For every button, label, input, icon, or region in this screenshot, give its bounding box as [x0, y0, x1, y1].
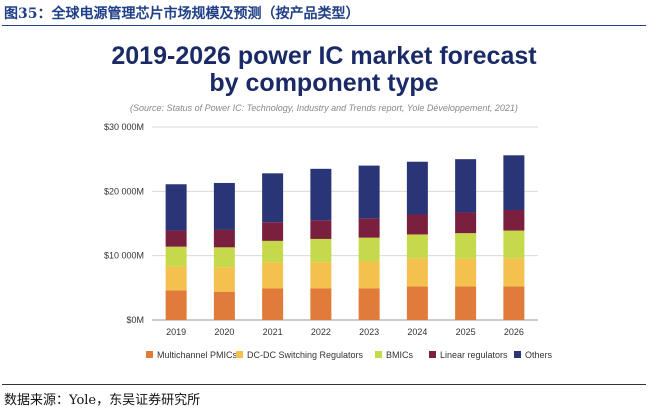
bar-segment — [406, 234, 428, 259]
y-tick-label: $30 000M — [104, 122, 144, 132]
bars-layer — [165, 155, 525, 320]
axis-layer: $0M $10 000M $20 000M $30 000M 2019 2020 2021 2… — [104, 122, 524, 337]
bar-segment — [213, 247, 235, 268]
bar-segment — [455, 286, 477, 320]
bar-segment — [262, 240, 284, 263]
bar-segment — [358, 261, 380, 289]
source-rule — [2, 384, 646, 385]
figure-caption: 图35：全球电源管理芯片市场规模及预测（按产品类型） — [4, 6, 360, 22]
bar-segment — [310, 220, 332, 239]
bar-segment — [455, 212, 477, 234]
bar-segment — [358, 218, 380, 238]
bar-segment — [455, 258, 477, 287]
bar-segment — [406, 161, 428, 215]
bar-segment — [358, 165, 380, 219]
chart-title-line1: 2019-2026 power IC market forecast — [111, 42, 537, 70]
x-tick-label: 2022 — [311, 327, 331, 337]
legend-swatch — [146, 351, 153, 358]
bar-segment — [213, 182, 235, 230]
bar-segment — [503, 258, 525, 287]
bar-segment — [262, 222, 284, 241]
x-tick-label: 2025 — [456, 327, 476, 337]
bar-segment — [213, 267, 235, 292]
legend-swatch — [514, 351, 521, 358]
x-tick-label: 2020 — [214, 327, 234, 337]
bar-segment — [310, 238, 332, 263]
legend-label: DC-DC Switching Regulators — [247, 350, 364, 360]
y-tick-label: $0M — [126, 315, 144, 325]
legend-label: BMICs — [386, 350, 414, 360]
bar-segment — [455, 233, 477, 259]
bar-segment — [455, 159, 477, 213]
figure-source: 数据来源：Yole，东吴证券研究所 — [4, 393, 201, 408]
bar-segment — [503, 209, 525, 231]
caption-rule — [2, 25, 646, 26]
bar-segment — [165, 266, 187, 291]
bar-segment — [165, 246, 187, 267]
legend-label: Others — [525, 350, 553, 360]
bar-segment — [406, 258, 428, 287]
bar-segment — [213, 229, 235, 248]
legend-label: Linear regulators — [440, 350, 508, 360]
bar-segment — [262, 288, 284, 320]
bar-segment — [262, 262, 284, 289]
x-tick-label: 2026 — [504, 327, 524, 337]
bar-segment — [262, 173, 284, 223]
chart-subtitle: (Source: Status of Power IC: Technology,… — [130, 103, 518, 113]
bar-segment — [406, 286, 428, 320]
y-tick-label: $10 000M — [104, 251, 144, 261]
bar-segment — [503, 230, 525, 259]
legend-layer: Multichannel PMICs DC-DC Switching Regula… — [146, 350, 553, 360]
x-tick-label: 2021 — [263, 327, 283, 337]
chart-title-line2: by component type — [209, 69, 439, 97]
x-tick-label: 2024 — [407, 327, 427, 337]
grid-layer — [152, 126, 538, 321]
bar-segment — [310, 262, 332, 289]
bar-segment — [165, 184, 187, 231]
bar-segment — [358, 237, 380, 262]
legend-swatch — [236, 351, 243, 358]
bar-segment — [406, 214, 428, 235]
bar-segment — [503, 155, 525, 210]
bar-segment — [213, 291, 235, 320]
legend-swatch — [375, 351, 382, 358]
x-tick-label: 2023 — [359, 327, 379, 337]
bar-segment — [358, 288, 380, 320]
bar-segment — [503, 286, 525, 320]
x-tick-label: 2019 — [166, 327, 186, 337]
stacked-bar-chart: $0M $10 000M $20 000M $30 000M 2019 2020 2021 2… — [104, 122, 553, 360]
bar-segment — [165, 290, 187, 320]
bar-segment — [310, 168, 332, 221]
legend-swatch — [429, 351, 436, 358]
bar-segment — [310, 288, 332, 320]
legend-label: Multichannel PMICs — [157, 350, 238, 360]
y-tick-label: $20 000M — [104, 186, 144, 196]
bar-segment — [165, 230, 187, 247]
